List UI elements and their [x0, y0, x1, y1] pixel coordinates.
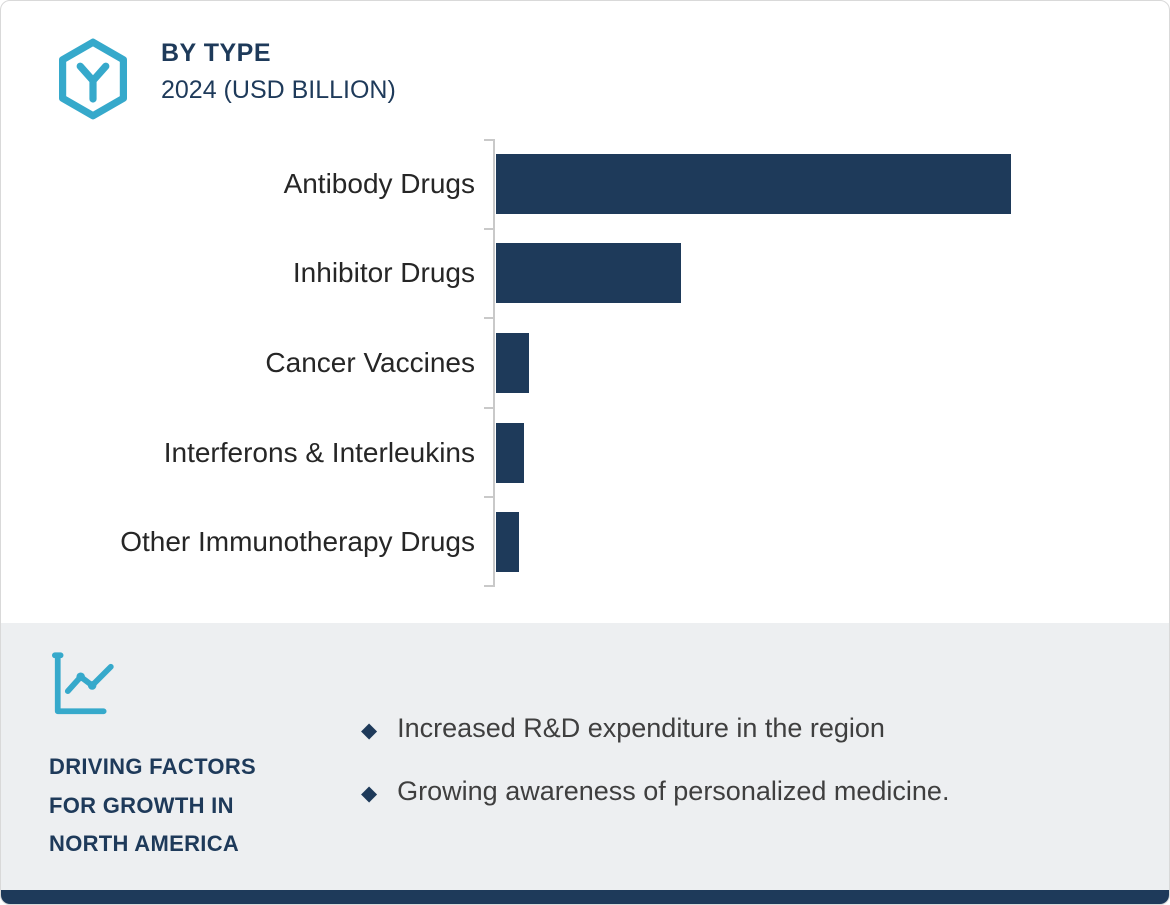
chart-title: BY TYPE [161, 39, 272, 67]
category-label: Inhibitor Drugs [292, 257, 475, 289]
bar-area [493, 332, 1169, 393]
bottom-accent-bar [1, 890, 1169, 904]
axis-tick [484, 317, 493, 320]
category-label: Cancer Vaccines [265, 346, 475, 378]
diamond-bullet-icon: ◆ [361, 781, 378, 805]
driving-factors-heading: DRIVING FACTORS FOR GROWTH IN NORTH AMER… [49, 754, 257, 856]
category-label: Antibody Drugs [283, 167, 475, 199]
chart-title-block: BY TYPE 2024 (USD BILLION) [161, 37, 396, 105]
driving-factors-section: DRIVING FACTORS FOR GROWTH IN NORTH AMER… [1, 623, 1169, 890]
chart-header: BY TYPE 2024 (USD BILLION) [1, 37, 1169, 121]
category-label: Other Immunotherapy Drugs [120, 526, 475, 558]
axis-tick [484, 496, 493, 499]
axis-tick [484, 406, 493, 409]
chart-section: BY TYPE 2024 (USD BILLION) Antibody Drug… [1, 1, 1169, 623]
list-item: ◆ Increased R&D expenditure in the regio… [361, 713, 1121, 744]
bar-area [493, 153, 1169, 214]
bullet-text: Increased R&D expenditure in the region [397, 712, 885, 743]
diamond-bullet-icon: ◆ [361, 718, 378, 742]
chart-row: Cancer Vaccines [1, 318, 1169, 408]
axis-tick [484, 585, 493, 587]
axis-tick [484, 139, 493, 141]
chart-subtitle: 2024 (USD BILLION) [161, 76, 396, 104]
category-label: Interferons & Interleukins [163, 436, 475, 468]
bar [496, 243, 682, 304]
bar [496, 512, 520, 573]
list-item: ◆ Growing awareness of personalized medi… [361, 776, 1121, 807]
line-chart-icon [49, 651, 121, 722]
bar-chart: Antibody Drugs Inhibitor Drugs Cancer Vacc… [1, 139, 1169, 587]
bar [496, 422, 525, 483]
bar [496, 153, 1011, 214]
chart-row: Inhibitor Drugs [1, 229, 1169, 319]
bullet-text: Growing awareness of personalized medici… [397, 775, 950, 806]
hexagon-molecule-icon [53, 37, 133, 121]
driving-factors-list: ◆ Increased R&D expenditure in the regio… [361, 649, 1121, 870]
driving-factors-left: DRIVING FACTORS FOR GROWTH IN NORTH AMER… [49, 649, 361, 870]
bar-rows: Antibody Drugs Inhibitor Drugs Cancer Vacc… [1, 139, 1169, 587]
chart-row: Antibody Drugs [1, 139, 1169, 229]
axis-tick [484, 227, 493, 230]
bar-area [493, 243, 1169, 304]
chart-row: Other Immunotherapy Drugs [1, 497, 1169, 587]
chart-row: Interferons & Interleukins [1, 408, 1169, 498]
bar [496, 332, 530, 393]
bar-area [493, 512, 1169, 573]
bar-area [493, 422, 1169, 483]
y-axis [484, 139, 495, 587]
